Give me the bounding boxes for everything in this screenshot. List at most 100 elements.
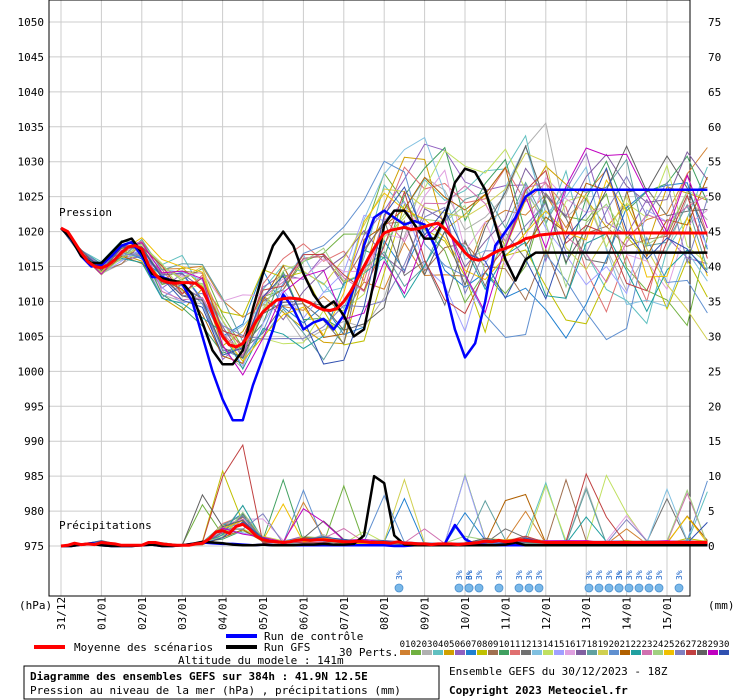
legend-perts-label: 30 Perts. xyxy=(339,646,399,659)
snow-percent-label: 3% xyxy=(495,570,504,580)
perturbation-line-27 xyxy=(60,169,708,339)
pert-swatch xyxy=(620,650,630,655)
pert-number: 26 xyxy=(675,640,686,650)
y-right-tick-label: 30 xyxy=(708,330,721,343)
pert-swatch xyxy=(664,650,674,655)
pert-number: 19 xyxy=(598,640,609,650)
x-tick-label: 11/01 xyxy=(499,597,512,630)
y-right-tick-label: 10 xyxy=(708,470,721,483)
left-axis-ticks: 1050 1045 1040 1035 1030 1025 1020 1015 1010 1005… xyxy=(18,16,45,553)
pert-number: 24 xyxy=(653,640,664,650)
pert-number: 25 xyxy=(664,640,675,650)
pert-number: 09 xyxy=(488,640,499,650)
snow-percent-label: 3% xyxy=(615,570,624,580)
pert-number: 16 xyxy=(565,640,576,650)
pert-number: 30 xyxy=(719,640,730,650)
perturbation-line-23 xyxy=(60,181,708,357)
snow-percent-label: 3% xyxy=(585,570,594,580)
snow-percent-label: 3% xyxy=(455,570,464,580)
y-left-tick-label: 1050 xyxy=(18,16,45,29)
snow-percent-label: 3% xyxy=(465,570,474,580)
x-tick-label: 31/12 xyxy=(55,597,68,630)
pert-number: 15 xyxy=(554,640,565,650)
pert-number: 18 xyxy=(587,640,598,650)
pert-swatch xyxy=(686,650,696,655)
snowflake-icon xyxy=(584,583,594,593)
pert-number: 06 xyxy=(455,640,466,650)
snowflake-icon xyxy=(494,583,504,593)
perturbation-legend: 01 02 03 04 05 06 07 08 09 10 11 12 13 14 15 16 17 18 19 20… xyxy=(400,640,730,655)
x-tick-label: 14/01 xyxy=(621,597,634,630)
pert-swatch xyxy=(488,650,498,655)
pert-swatch xyxy=(554,650,564,655)
y-right-tick-label: 15 xyxy=(708,435,721,448)
y-left-tick-label: 1030 xyxy=(18,156,45,169)
perturbation-line-08 xyxy=(60,203,708,346)
y-left-tick-label: 1005 xyxy=(18,330,45,343)
y-right-tick-label: 55 xyxy=(708,156,721,169)
x-tick-label: 10/01 xyxy=(459,597,472,630)
y-left-tick-label: 1010 xyxy=(18,295,45,308)
pert-swatch xyxy=(565,650,575,655)
snowflake-icon xyxy=(634,583,644,593)
pert-number: 11 xyxy=(510,640,521,650)
y-left-tick-label: 1040 xyxy=(18,86,45,99)
pert-number: 08 xyxy=(477,640,488,650)
y-left-tick-label: 1035 xyxy=(18,121,45,134)
snow-percent-label: 3% xyxy=(475,570,484,580)
y-right-tick-label: 60 xyxy=(708,121,721,134)
x-axis-ticks: 31/12 01/01 02/01 03/01 04/01 05/01 06/01 07/01… xyxy=(55,597,674,630)
perturbation-line-30 xyxy=(60,166,708,365)
y-right-unit-label: (mm) xyxy=(708,599,735,612)
x-tick-label: 09/01 xyxy=(419,597,432,630)
pert-number: 17 xyxy=(576,640,587,650)
pert-number: 01 xyxy=(400,640,411,650)
pert-swatch xyxy=(411,650,421,655)
perturbation-line-29 xyxy=(60,147,708,376)
y-right-tick-label: 65 xyxy=(708,86,721,99)
y-right-tick-label: 40 xyxy=(708,261,721,274)
x-tick-label: 01/01 xyxy=(95,597,108,630)
y-right-tick-label: 5 xyxy=(708,505,715,518)
copyright: Copyright 2023 Meteociel.fr xyxy=(449,684,628,697)
snow-percent-label: 3% xyxy=(595,570,604,580)
x-tick-label: 03/01 xyxy=(176,597,189,630)
y-right-tick-label: 75 xyxy=(708,16,721,29)
x-tick-label: 15/01 xyxy=(661,597,674,630)
y-right-tick-label: 20 xyxy=(708,400,721,413)
y-right-tick-label: 25 xyxy=(708,365,721,378)
pert-number: 21 xyxy=(620,640,631,650)
snow-percent-label: 6% xyxy=(465,570,474,580)
pert-swatch xyxy=(521,650,531,655)
pert-number: 14 xyxy=(543,640,554,650)
pert-swatch xyxy=(587,650,597,655)
pert-swatch xyxy=(598,650,608,655)
pert-number: 20 xyxy=(609,640,620,650)
y-left-tick-label: 1000 xyxy=(18,365,45,378)
y-left-tick-label: 985 xyxy=(24,470,44,483)
snow-percent-label: 3% xyxy=(615,570,624,580)
pert-swatch xyxy=(631,650,641,655)
snowflake-icon xyxy=(524,583,534,593)
y-left-tick-label: 1025 xyxy=(18,191,45,204)
snow-percent-label: 3% xyxy=(605,570,614,580)
pert-swatch xyxy=(499,650,509,655)
snowflake-icon xyxy=(514,583,524,593)
pert-number: 03 xyxy=(422,640,433,650)
pert-swatch xyxy=(609,650,619,655)
y-right-tick-label: 35 xyxy=(708,295,721,308)
perturbation-line-24 xyxy=(60,190,708,363)
snowflake-icon xyxy=(394,583,404,593)
pert-swatch xyxy=(697,650,707,655)
x-tick-label: 07/01 xyxy=(338,597,351,630)
pert-number: 22 xyxy=(631,640,642,650)
pert-swatch xyxy=(477,650,487,655)
snowflake-icon xyxy=(534,583,544,593)
main-series xyxy=(60,167,708,548)
pert-swatch xyxy=(708,650,718,655)
snow-percent-label: 3% xyxy=(635,570,644,580)
legend-control-label: Run de contrôle xyxy=(264,630,363,643)
